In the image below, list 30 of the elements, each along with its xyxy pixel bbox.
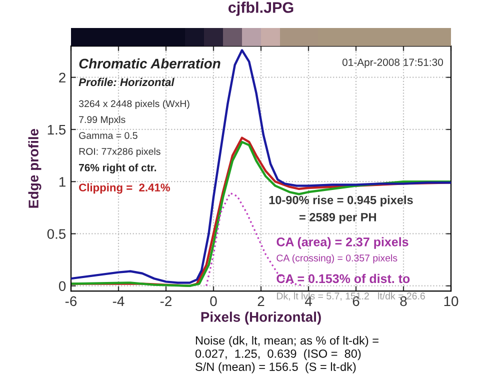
annotation: 01-Apr-2008 17:51:30 bbox=[342, 58, 443, 68]
text: Noise (dk, lt, mean; as % of lt-dk) = 0.027, 1.25, 0.639 (ISO = 80) S/N (mean) = 156.5 (S = lt-dk) bbox=[195, 336, 378, 374]
annotation: 7.99 Mpxls bbox=[79, 116, 126, 125]
y-axis-title: Edge profile bbox=[28, 128, 42, 208]
annotation: Clipping = 2.41% bbox=[79, 183, 170, 194]
x-tick-label: -4 bbox=[112, 296, 124, 306]
annotation: 76% right of ctr. bbox=[79, 164, 156, 174]
annotation: 3264 x 2448 pixels (WxH) bbox=[78, 100, 190, 110]
line-series bbox=[71, 49, 451, 284]
x-tick-label: -2 bbox=[160, 296, 172, 306]
y-tick-label: 0.5 bbox=[47, 229, 66, 239]
annotation: Gamma = 0.5 bbox=[79, 132, 138, 139]
annotation: Profile: Horizontal bbox=[78, 78, 174, 86]
chart-title: cjfbl.JPG bbox=[228, 2, 294, 16]
x-tick-label: 0 bbox=[210, 296, 217, 306]
annotation: ROI: 77x286 pixels bbox=[79, 148, 160, 157]
x-tick-label: -6 bbox=[65, 296, 77, 306]
y-tick-label: 1.5 bbox=[48, 124, 66, 135]
annotation: CA = 0.153% of dist. to bbox=[276, 274, 410, 284]
x-tick-label: 2 bbox=[258, 296, 264, 306]
y-tick-label: 2 bbox=[59, 72, 66, 82]
y-tick-label: 1 bbox=[59, 177, 66, 187]
y-tick-label: 0 bbox=[58, 281, 66, 292]
x-tick-label: 10 bbox=[444, 296, 458, 306]
annotation: Chromatic Aberration bbox=[79, 58, 220, 69]
x-axis-title: Pixels (Horizontal) bbox=[201, 312, 321, 325]
annotation: CA (crossing) = 0.357 pixels bbox=[276, 254, 398, 264]
annotation: = 2589 per PH bbox=[299, 212, 376, 224]
annotation: 10-90% rise = 0.945 pixels bbox=[269, 196, 413, 207]
annotation: CA (area) = 2.37 pixels bbox=[276, 237, 408, 249]
